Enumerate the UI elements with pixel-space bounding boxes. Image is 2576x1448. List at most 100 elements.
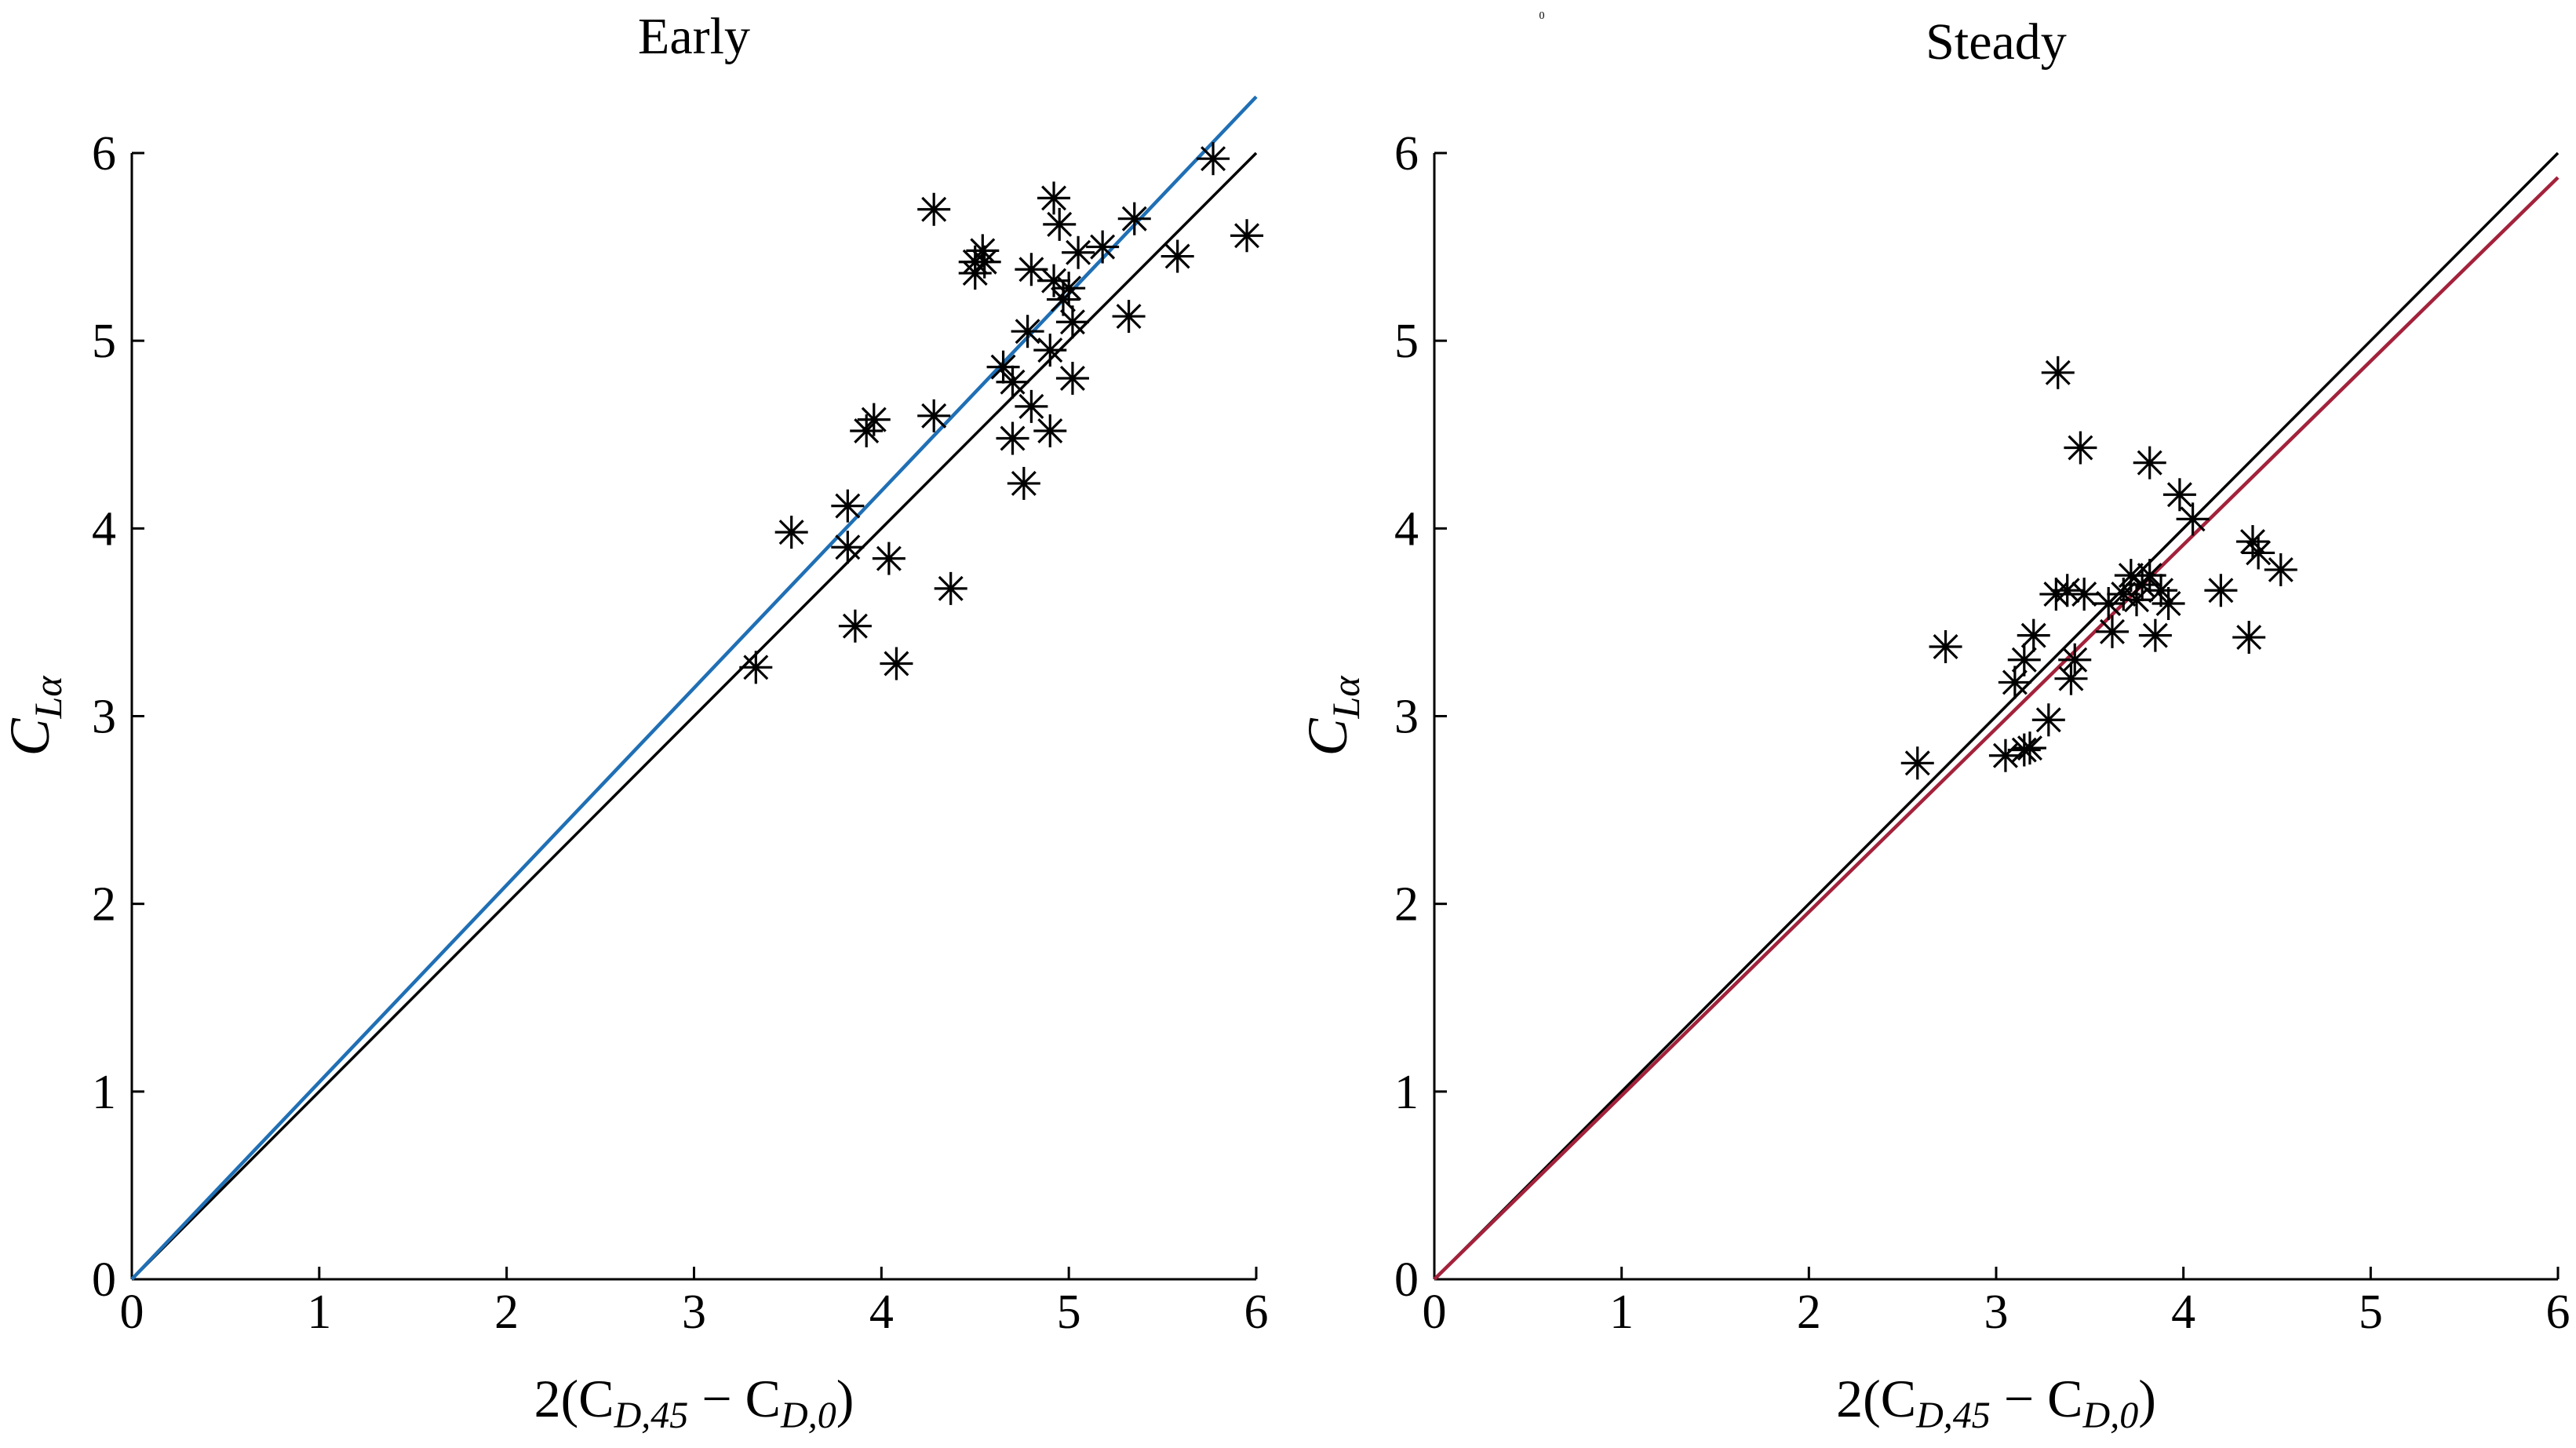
data-point-steady <box>2242 536 2275 570</box>
data-point-early <box>1055 305 1089 339</box>
data-point-early <box>1037 181 1071 215</box>
data-point-early <box>917 399 951 432</box>
data-point-steady <box>2264 553 2297 586</box>
y-tick-label-steady: 4 <box>1394 502 1419 556</box>
data-point-early <box>1117 202 1151 235</box>
data-point-steady <box>2204 574 2238 607</box>
y-tick-label-steady: 2 <box>1394 878 1419 932</box>
data-point-early <box>831 531 865 564</box>
y-tick-label-steady: 6 <box>1394 127 1419 181</box>
data-point-early <box>1043 207 1077 241</box>
y-tick-label-early: 4 <box>92 502 116 556</box>
y-tick-label-steady: 5 <box>1394 315 1419 368</box>
y-tick-label-early: 3 <box>92 691 116 744</box>
data-point-steady <box>2031 703 2065 737</box>
x-tick-label-early: 4 <box>869 1286 894 1339</box>
data-point-steady <box>2133 446 2166 480</box>
line-fit-steady <box>1433 176 2560 1281</box>
data-point-steady <box>2007 733 2041 767</box>
line-fit-early <box>130 95 1258 1281</box>
chart-title-steady: Steady <box>1926 13 2067 71</box>
data-point-steady <box>1929 630 1962 664</box>
panel-steady: Steady 0 1 2 3 4 5 6 0 1 2 3 4 5 6 2(CD,45 − CD,0) CLα <box>1296 13 2571 1436</box>
data-point-early <box>774 516 808 549</box>
data-point-early <box>1112 300 1146 334</box>
x-tick-label-steady: 1 <box>1609 1286 1634 1339</box>
y-axis-label-early: CLα <box>0 675 70 757</box>
y-tick-label-early: 5 <box>92 315 116 368</box>
data-point-steady <box>2013 731 2046 765</box>
y-tick-label-early: 6 <box>92 127 116 181</box>
data-point-early <box>1011 315 1044 348</box>
data-point-early <box>857 403 891 436</box>
data-point-steady <box>2058 643 2092 677</box>
y-tick-label-steady: 0 <box>1394 1253 1419 1307</box>
data-point-steady <box>2041 356 2075 389</box>
y-tick-label-early: 2 <box>92 878 116 932</box>
x-axis-label-steady: 2(CD,45 − CD,0) <box>1836 1369 2156 1436</box>
data-point-steady <box>2017 618 2050 652</box>
data-point-early <box>872 542 905 575</box>
data-point-early <box>831 489 865 523</box>
y-tick-label-early: 0 <box>92 1253 116 1307</box>
line-identity-early <box>130 151 1258 1281</box>
data-point-early <box>1007 466 1040 500</box>
data-point-early <box>996 365 1029 399</box>
data-point-steady <box>2144 574 2178 607</box>
data-point-early <box>1052 272 1086 305</box>
data-point-early <box>838 609 872 643</box>
data-point-early <box>1062 235 1095 269</box>
y-tick-label-steady: 1 <box>1394 1066 1419 1119</box>
x-tick-label-steady: 3 <box>1984 1286 2009 1339</box>
data-point-steady <box>2064 431 2097 465</box>
x-tick-label-early: 2 <box>494 1286 519 1339</box>
y-tick-label-steady: 3 <box>1394 691 1419 744</box>
x-tick-label-early: 6 <box>1244 1286 1269 1339</box>
data-point-steady <box>2095 615 2129 648</box>
data-point-steady <box>2120 583 2153 617</box>
data-point-early <box>1055 362 1089 395</box>
data-point-early <box>966 234 1000 268</box>
data-point-early <box>934 571 967 605</box>
chart-title-early: Early <box>638 8 750 65</box>
data-point-early <box>1230 219 1264 253</box>
data-point-steady <box>2138 618 2172 652</box>
x-tick-label-steady: 6 <box>2546 1286 2571 1339</box>
x-tick-label-early: 3 <box>682 1286 706 1339</box>
data-point-steady <box>2068 578 2101 611</box>
data-point-early <box>986 350 1020 384</box>
data-point-early <box>967 245 1001 279</box>
data-point-steady <box>1900 746 1934 780</box>
y-axis-label-steady: CLα <box>1296 675 1368 757</box>
data-point-steady <box>1998 666 2031 699</box>
data-point-early <box>1160 239 1194 273</box>
data-point-steady <box>2162 478 2196 512</box>
x-tick-label-steady: 2 <box>1797 1286 1821 1339</box>
data-point-steady <box>2007 643 2041 677</box>
data-point-early <box>996 421 1029 455</box>
center-mark: 0 <box>1539 10 1545 22</box>
data-point-early <box>1015 389 1048 423</box>
data-point-early <box>1197 142 1230 176</box>
x-axis-label-early: 2(CD,45 − CD,0) <box>534 1369 854 1436</box>
data-point-early <box>1047 283 1080 316</box>
data-point-steady <box>2176 502 2210 536</box>
data-point-steady <box>1988 739 2022 772</box>
data-point-early <box>1086 230 1120 264</box>
data-point-early <box>1033 414 1067 447</box>
data-point-steady <box>2092 587 2126 620</box>
data-point-early <box>1033 334 1067 367</box>
x-tick-label-early: 1 <box>307 1286 331 1339</box>
x-tick-label-early: 5 <box>1057 1286 1081 1339</box>
x-tick-label-early: 0 <box>120 1286 144 1339</box>
data-point-steady <box>2152 587 2185 620</box>
data-point-early <box>880 647 913 680</box>
x-tick-label-steady: 4 <box>2171 1286 2195 1339</box>
data-point-early <box>739 651 773 684</box>
line-identity-steady <box>1433 151 2560 1281</box>
panel-early: Early 0 1 2 3 4 5 6 0 1 2 3 4 5 6 2(CD,45 − CD,0) CLα <box>0 8 1269 1436</box>
x-tick-label-steady: 0 <box>1423 1286 1447 1339</box>
data-point-steady <box>2050 574 2084 607</box>
